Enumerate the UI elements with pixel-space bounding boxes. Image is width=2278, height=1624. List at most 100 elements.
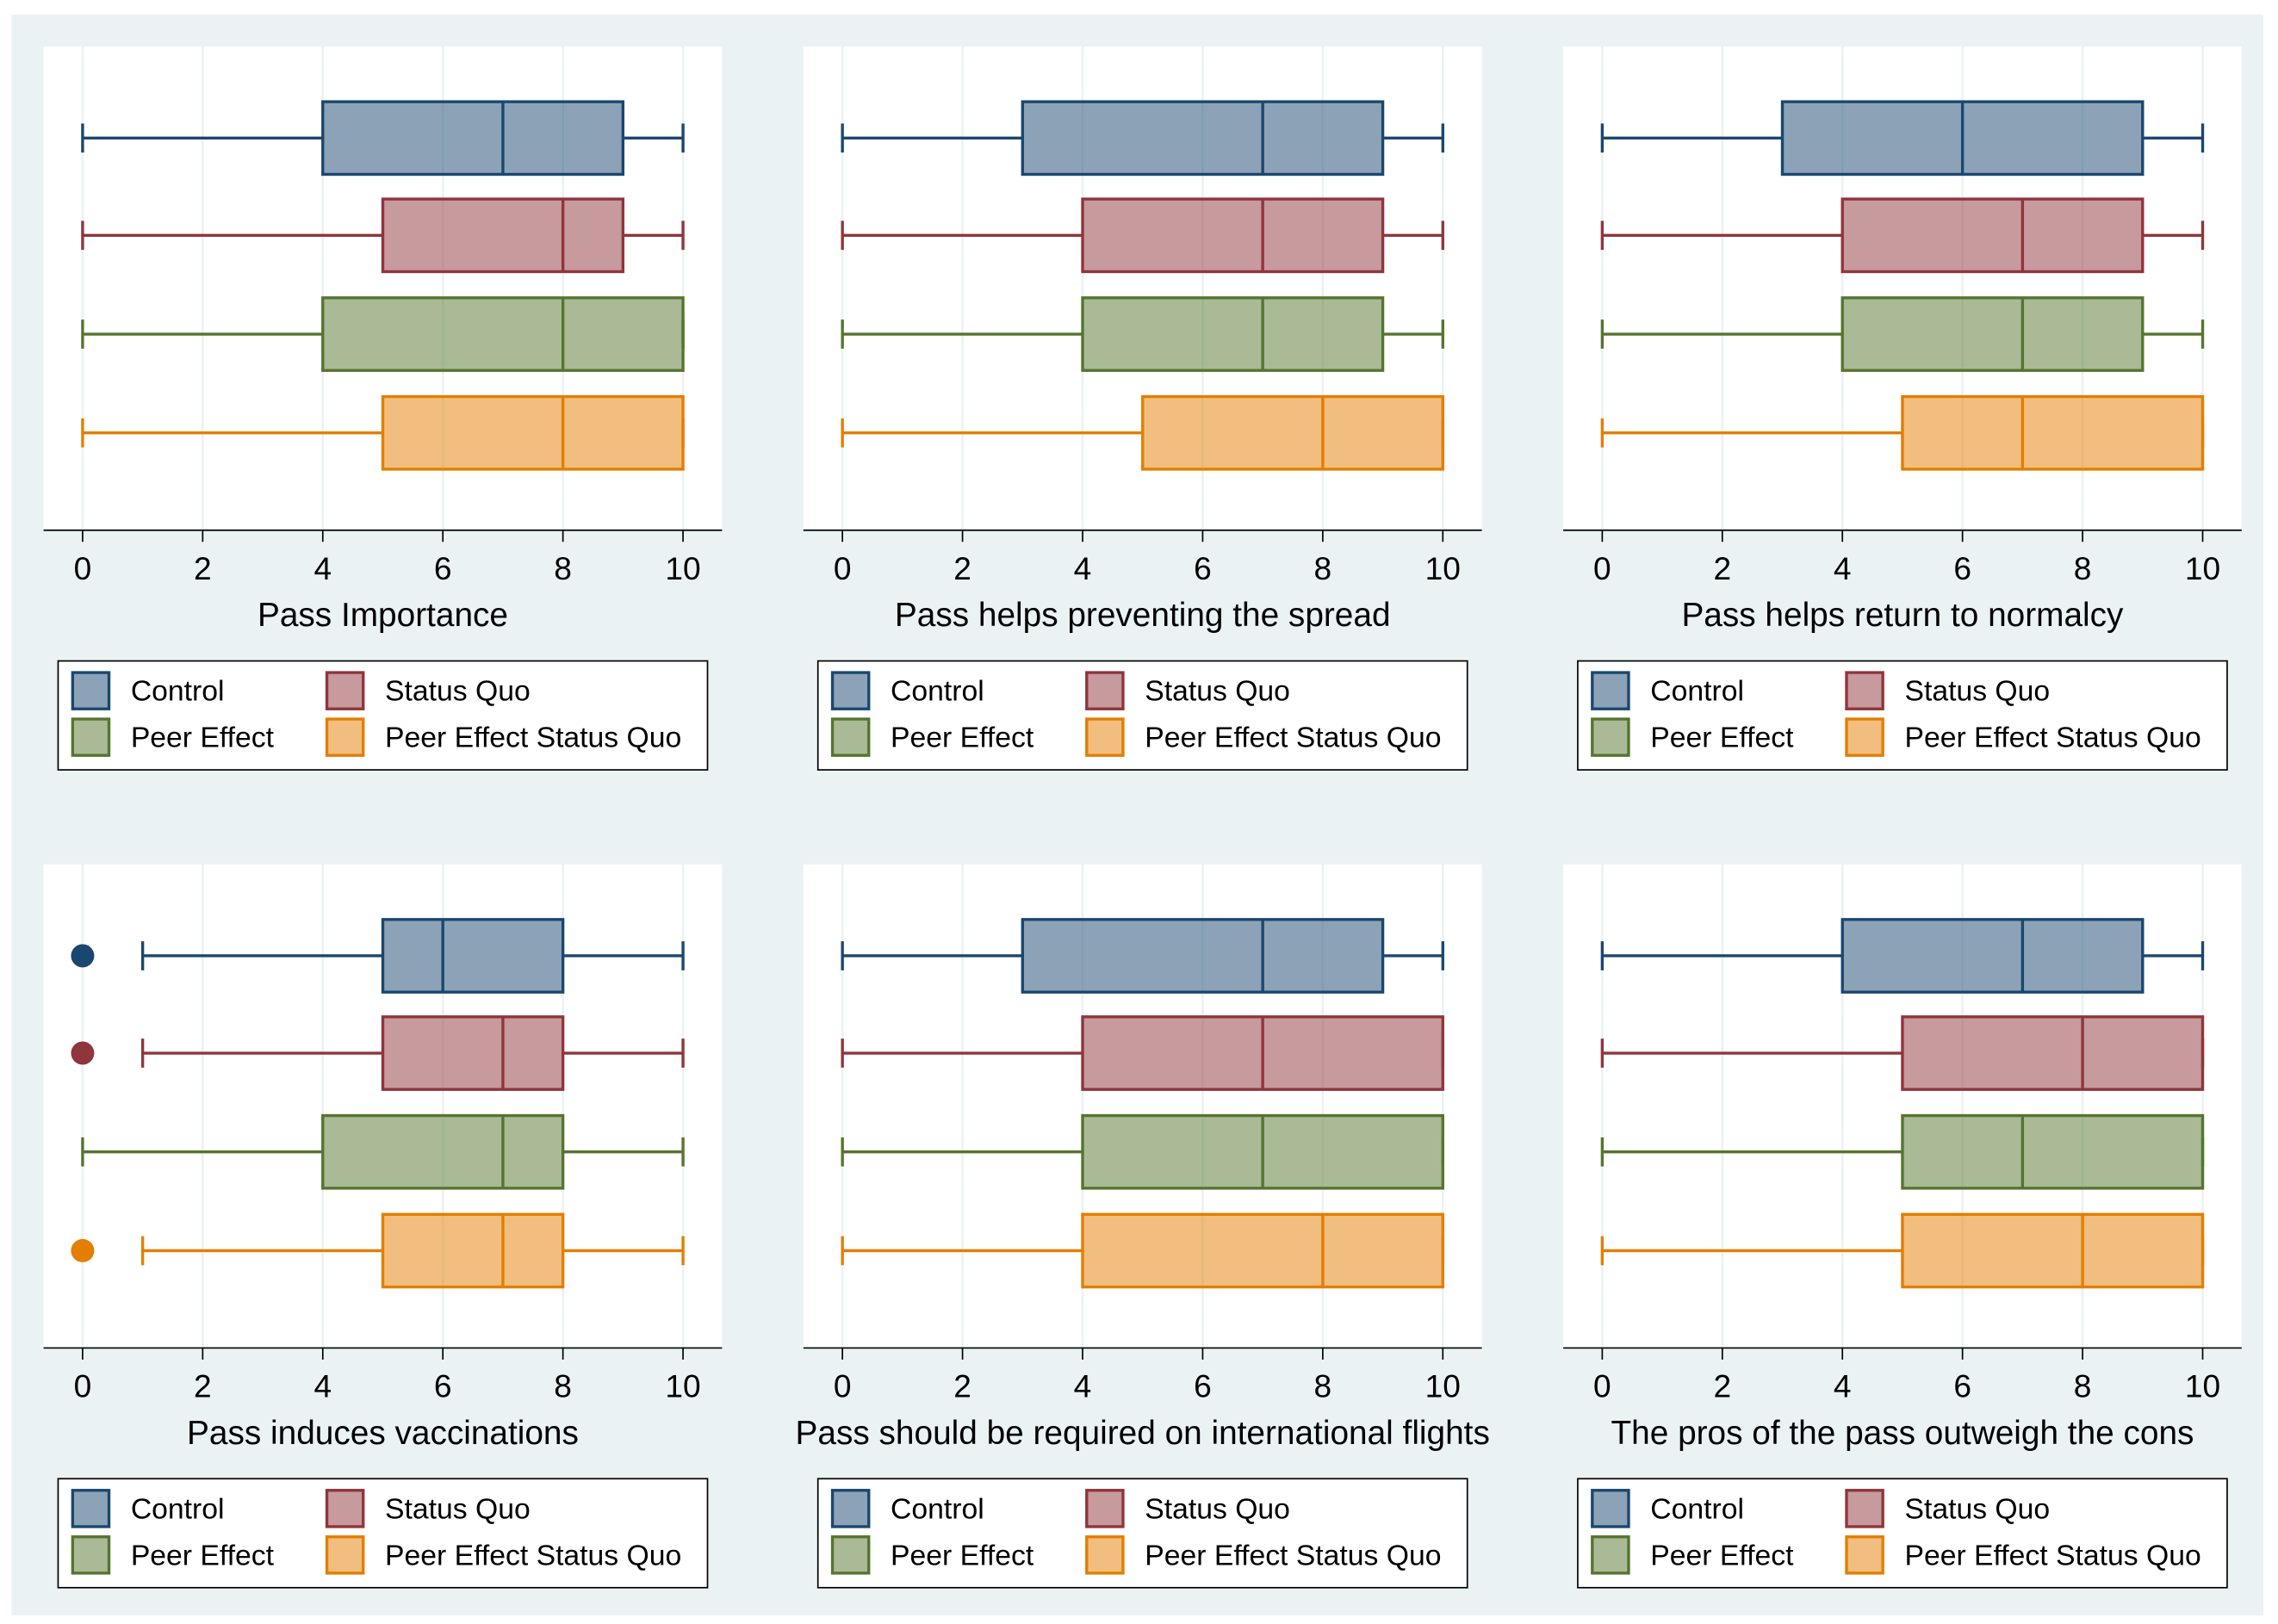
legend-swatch bbox=[1845, 717, 1884, 757]
box bbox=[1901, 1015, 2205, 1091]
legend-label: Peer Effect Status Quo bbox=[1145, 722, 1441, 754]
legend-label: Status Quo bbox=[385, 1492, 531, 1525]
box bbox=[1901, 1113, 2205, 1190]
legend-label: Peer Effect Status Quo bbox=[1145, 1539, 1441, 1571]
legend-swatch bbox=[830, 1535, 871, 1575]
legend-box bbox=[1577, 1478, 2228, 1589]
outlier bbox=[71, 944, 95, 968]
x-tick-label: 6 bbox=[1194, 1367, 1212, 1404]
x-axis-label: Pass induces vaccinations bbox=[187, 1415, 579, 1452]
legend-swatch bbox=[1591, 717, 1630, 757]
box bbox=[1840, 197, 2145, 274]
legend-swatch bbox=[1085, 671, 1125, 710]
box bbox=[321, 1113, 565, 1190]
legend-label: Peer Effect bbox=[1650, 1539, 1794, 1571]
legend-swatch bbox=[71, 1535, 111, 1575]
outlier bbox=[71, 1041, 95, 1065]
box bbox=[1021, 918, 1385, 994]
box bbox=[1081, 296, 1385, 372]
x-tick-label: 0 bbox=[834, 1367, 852, 1404]
box bbox=[1901, 394, 2205, 471]
x-tick-label: 10 bbox=[665, 1367, 700, 1404]
legend-swatch bbox=[325, 1489, 365, 1528]
legend-label: Control bbox=[1650, 675, 1744, 708]
x-tick-label: 6 bbox=[1194, 550, 1212, 586]
box bbox=[321, 100, 625, 177]
legend-swatch bbox=[1085, 717, 1125, 757]
legend-swatch bbox=[1845, 1535, 1884, 1575]
legend-swatch bbox=[830, 717, 871, 757]
x-tick-label: 4 bbox=[313, 1367, 332, 1404]
x-tick-label: 8 bbox=[1314, 1367, 1332, 1404]
x-tick-label: 2 bbox=[1713, 1367, 1731, 1404]
legend-label: Peer Effect Status Quo bbox=[385, 1539, 681, 1571]
x-tick-label: 0 bbox=[74, 1367, 92, 1404]
box bbox=[381, 1212, 565, 1289]
legend-swatch bbox=[1845, 1489, 1884, 1528]
x-tick-label: 10 bbox=[665, 550, 700, 586]
legend-box bbox=[816, 660, 1468, 771]
x-axis-label: Pass Importance bbox=[258, 597, 508, 634]
box bbox=[1840, 296, 2145, 372]
legend-label: Status Quo bbox=[1904, 675, 2050, 708]
box bbox=[1141, 394, 1444, 471]
x-tick-label: 0 bbox=[834, 550, 852, 586]
legend-swatch bbox=[71, 717, 111, 757]
legend-box bbox=[816, 1478, 1468, 1589]
x-tick-label: 2 bbox=[1713, 550, 1731, 586]
legend-swatch bbox=[1085, 1489, 1125, 1528]
legend-swatch bbox=[325, 1535, 365, 1575]
x-tick-label: 2 bbox=[194, 1367, 212, 1404]
x-tick-label: 0 bbox=[1593, 1367, 1611, 1404]
legend-swatch bbox=[830, 671, 871, 710]
outlier bbox=[71, 1238, 95, 1262]
x-axis-label: Pass helps preventing the spread bbox=[895, 597, 1391, 634]
x-tick-label: 8 bbox=[2074, 550, 2092, 586]
x-tick-label: 4 bbox=[313, 550, 332, 586]
box bbox=[1081, 1212, 1444, 1289]
x-tick-label: 8 bbox=[554, 1367, 572, 1404]
legend-label: Status Quo bbox=[1145, 675, 1290, 708]
x-tick-label: 10 bbox=[1425, 550, 1461, 586]
legend-swatch bbox=[1085, 1535, 1125, 1575]
legend-label: Control bbox=[1650, 1492, 1744, 1525]
legend-label: Peer Effect bbox=[131, 722, 275, 754]
x-tick-label: 0 bbox=[74, 550, 92, 586]
legend-swatch bbox=[71, 671, 111, 710]
x-tick-label: 4 bbox=[1834, 1367, 1852, 1404]
x-tick-label: 10 bbox=[2185, 1367, 2220, 1404]
box bbox=[381, 918, 565, 994]
legend-swatch bbox=[325, 717, 365, 757]
x-tick-label: 10 bbox=[2185, 550, 2220, 586]
x-tick-label: 2 bbox=[194, 550, 212, 586]
box bbox=[1840, 918, 2145, 994]
box bbox=[321, 296, 685, 372]
legend-swatch bbox=[1591, 1489, 1630, 1528]
box bbox=[1901, 1212, 2205, 1289]
legend-label: Control bbox=[891, 675, 984, 708]
legend-swatch bbox=[1845, 671, 1884, 710]
legend-label: Peer Effect Status Quo bbox=[1904, 722, 2200, 754]
legend-label: Peer Effect Status Quo bbox=[385, 722, 681, 754]
legend-swatch bbox=[71, 1489, 111, 1528]
box bbox=[1021, 100, 1385, 177]
legend-swatch bbox=[830, 1489, 871, 1528]
x-axis-label: Pass helps return to normalcy bbox=[1681, 597, 2124, 634]
box bbox=[381, 1015, 565, 1091]
x-tick-label: 6 bbox=[434, 550, 452, 586]
x-tick-label: 8 bbox=[2074, 1367, 2092, 1404]
legend-label: Peer Effect bbox=[131, 1539, 275, 1571]
legend-swatch bbox=[1591, 1535, 1630, 1575]
legend-swatch bbox=[325, 671, 365, 710]
legend-box bbox=[57, 1478, 709, 1589]
x-tick-label: 4 bbox=[1074, 1367, 1092, 1404]
x-tick-label: 2 bbox=[953, 550, 971, 586]
legend-box bbox=[1577, 660, 2228, 771]
legend-label: Status Quo bbox=[1145, 1492, 1290, 1525]
box bbox=[381, 394, 685, 471]
x-tick-label: 8 bbox=[554, 550, 572, 586]
x-axis-label: Pass should be required on international… bbox=[796, 1415, 1490, 1452]
legend-box bbox=[57, 660, 709, 771]
